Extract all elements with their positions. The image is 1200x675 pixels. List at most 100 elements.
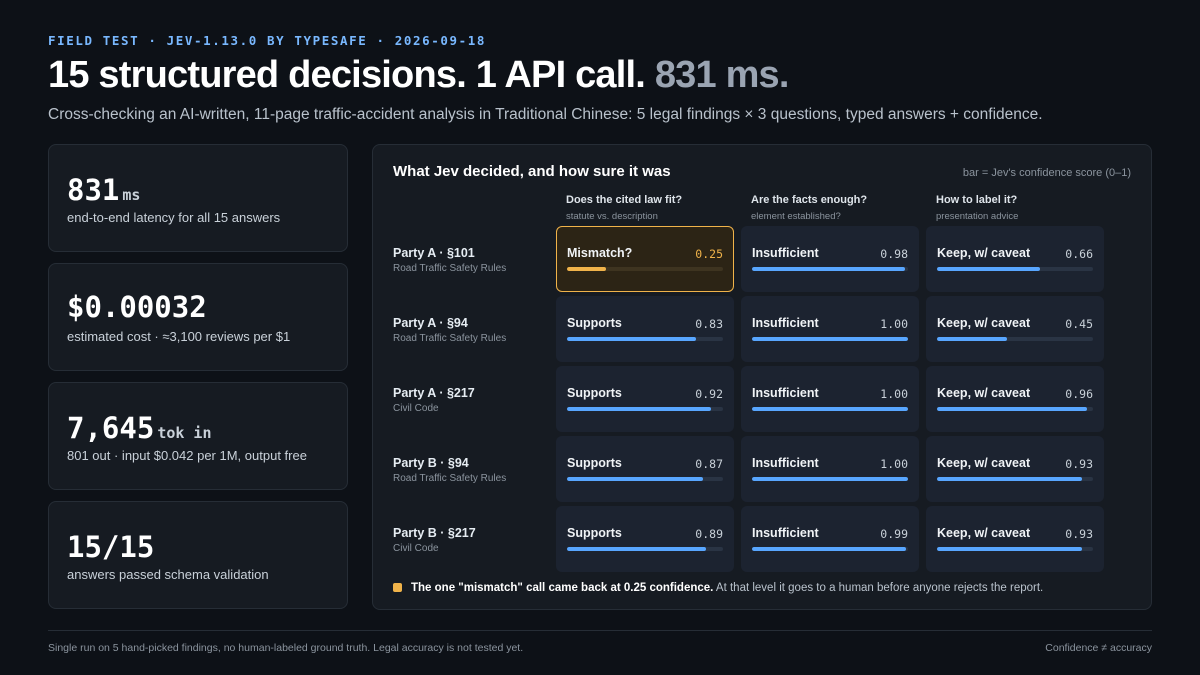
- confidence-bar-track: [752, 337, 908, 341]
- confidence-value: 0.66: [1065, 247, 1093, 261]
- warning-square-icon: [393, 583, 402, 592]
- row-title: Party A · §101: [393, 246, 475, 260]
- confidence-value: 1.00: [880, 317, 908, 331]
- row-label: Party B · §217 Civil Code: [393, 526, 553, 554]
- decision-cell: Insufficient 1.00: [741, 436, 919, 502]
- answer-label: Supports: [567, 316, 622, 330]
- confidence-bar-track: [937, 477, 1093, 481]
- answer-label: Mismatch?: [567, 246, 633, 260]
- stat-value: 831 ms: [67, 173, 140, 207]
- stat-value: $0.00032: [67, 290, 207, 324]
- confidence-bar-fill: [752, 547, 907, 551]
- confidence-value: 0.83: [695, 317, 723, 331]
- eyebrow: FIELD TEST · JEV-1.13.0 BY TYPESAFE · 20…: [48, 33, 487, 48]
- stat-label: end-to-end latency for all 15 answers: [67, 210, 281, 225]
- confidence-bar-fill: [937, 547, 1083, 551]
- row-label: Party B · §94 Road Traffic Safety Rules: [393, 456, 553, 484]
- confidence-value: 0.89: [695, 527, 723, 541]
- column-subtitle: presentation advice: [936, 211, 1019, 222]
- stat-number: 831: [67, 173, 120, 207]
- confidence-value: 0.92: [695, 387, 723, 401]
- column-subtitle: element established?: [751, 211, 841, 222]
- column-header-label: How to label it? presentation advice: [936, 194, 1114, 222]
- confidence-bar-track: [937, 547, 1093, 551]
- confidence-bar-track: [752, 407, 908, 411]
- column-question: Does the cited law fit?: [566, 194, 683, 206]
- stat-label: answers passed schema validation: [67, 567, 269, 582]
- answer-label: Keep, w/ caveat: [937, 246, 1031, 260]
- confidence-value: 0.99: [880, 527, 908, 541]
- footnote-text: At that level it goes to a human before …: [713, 582, 1044, 594]
- confidence-bar-fill: [567, 547, 706, 551]
- decision-cell: Supports 0.89: [556, 506, 734, 572]
- confidence-bar-track: [937, 337, 1093, 341]
- headline: 15 structured decisions. 1 API call. 831…: [48, 54, 789, 97]
- confidence-bar-track: [567, 477, 723, 481]
- confidence-bar-fill: [752, 267, 905, 271]
- answer-label: Insufficient: [752, 246, 819, 260]
- row-title: Party A · §217: [393, 386, 475, 400]
- stat-label: 801 out · input $0.042 per 1M, output fr…: [67, 448, 307, 463]
- answer-label: Supports: [567, 456, 622, 470]
- confidence-bar-fill: [937, 407, 1087, 411]
- decision-cell: Supports 0.87: [556, 436, 734, 502]
- stat-card-cost: $0.00032 estimated cost · ≈3,100 reviews…: [48, 263, 348, 371]
- decision-cell: Insufficient 0.99: [741, 506, 919, 572]
- confidence-value: 1.00: [880, 387, 908, 401]
- confidence-bar-fill: [752, 337, 908, 341]
- stat-unit: tok in: [157, 424, 212, 442]
- row-label: Party A · §217 Civil Code: [393, 386, 553, 414]
- answer-label: Keep, w/ caveat: [937, 386, 1031, 400]
- stat-number: 7,645: [67, 411, 155, 445]
- confidence-value: 0.93: [1065, 457, 1093, 471]
- panel-hint: bar = Jev's confidence score (0–1): [962, 167, 1131, 179]
- confidence-bar-track: [752, 547, 908, 551]
- stat-number: $0.00032: [67, 290, 207, 324]
- confidence-bar-fill: [937, 267, 1040, 271]
- decision-cell: Insufficient 1.00: [741, 366, 919, 432]
- row-label: Party A · §94 Road Traffic Safety Rules: [393, 316, 553, 344]
- answer-label: Insufficient: [752, 316, 819, 330]
- row-title: Party A · §94: [393, 316, 468, 330]
- confidence-bar-fill: [752, 477, 908, 481]
- stat-card-tokens: 7,645 tok in 801 out · input $0.042 per 1…: [48, 382, 348, 490]
- row-source: Road Traffic Safety Rules: [393, 473, 507, 484]
- column-question: Are the facts enough?: [751, 194, 868, 206]
- confidence-bar-track: [567, 337, 723, 341]
- subline: Cross-checking an AI-written, 11-page tr…: [48, 106, 1043, 123]
- answer-label: Supports: [567, 526, 622, 540]
- row-source: Civil Code: [393, 543, 439, 554]
- answer-label: Insufficient: [752, 456, 819, 470]
- confidence-bar-fill: [937, 337, 1008, 341]
- confidence-value: 0.87: [695, 457, 723, 471]
- footnote: The one "mismatch" call came back at 0.2…: [393, 582, 1043, 594]
- stat-label: estimated cost · ≈3,100 reviews per $1: [67, 329, 291, 344]
- row-title: Party B · §94: [393, 456, 469, 470]
- decision-cell: Keep, w/ caveat 0.96: [926, 366, 1104, 432]
- panel-title: What Jev decided, and how sure it was: [393, 163, 671, 180]
- stat-number: 15/15: [67, 530, 155, 564]
- row-source: Civil Code: [393, 403, 439, 414]
- row-label: Party A · §101 Road Traffic Safety Rules: [393, 246, 553, 274]
- confidence-bar-fill: [937, 477, 1083, 481]
- confidence-bar-track: [752, 477, 908, 481]
- footer-disclaimer: Single run on 5 hand-picked findings, no…: [48, 642, 524, 654]
- decision-panel: What Jev decided, and how sure it was ba…: [372, 144, 1152, 610]
- decision-cell: Keep, w/ caveat 0.93: [926, 506, 1104, 572]
- decision-cell: Supports 0.92: [556, 366, 734, 432]
- decision-cell: Insufficient 1.00: [741, 296, 919, 362]
- answer-label: Insufficient: [752, 386, 819, 400]
- column-header-law-fit: Does the cited law fit? statute vs. desc…: [566, 194, 744, 222]
- decision-cell: Supports 0.83: [556, 296, 734, 362]
- footer-divider: [48, 630, 1152, 631]
- confidence-bar-fill: [567, 267, 606, 271]
- confidence-bar-track: [567, 547, 723, 551]
- confidence-value: 1.00: [880, 457, 908, 471]
- answer-label: Insufficient: [752, 526, 819, 540]
- confidence-value: 0.45: [1065, 317, 1093, 331]
- confidence-bar-track: [937, 267, 1093, 271]
- decision-cell: Keep, w/ caveat 0.93: [926, 436, 1104, 502]
- column-header-facts: Are the facts enough? element establishe…: [751, 194, 929, 222]
- confidence-bar-track: [752, 267, 908, 271]
- confidence-value: 0.25: [695, 247, 723, 261]
